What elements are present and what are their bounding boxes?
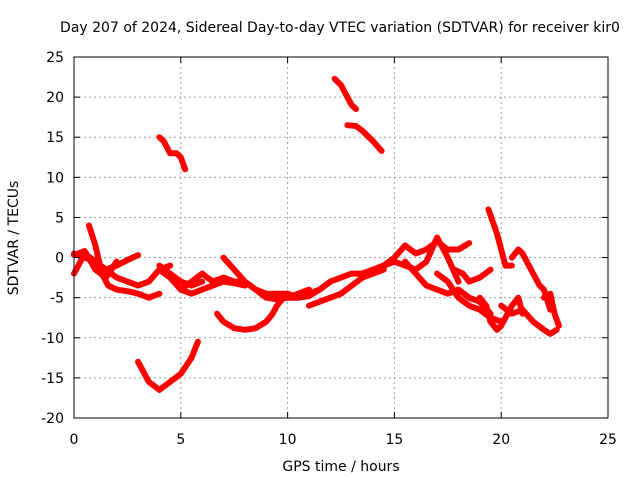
series-track-c: [86, 222, 163, 301]
series-track-z: [540, 290, 562, 329]
chart-title: Day 207 of 2024, Sidereal Day-to-day VTE…: [60, 20, 620, 36]
y-tick-label: 10: [46, 170, 64, 186]
x-tick-label: 10: [279, 432, 297, 448]
series-track-x: [476, 294, 526, 333]
series-track-f: [156, 262, 206, 289]
series-track-s: [402, 258, 494, 317]
series-track-r: [380, 234, 462, 285]
y-tick-label: -15: [41, 371, 64, 387]
plot-frame: [73, 56, 609, 419]
x-axis-label: GPS time / hours: [282, 459, 399, 475]
series-track-w: [508, 246, 554, 313]
series-track-h: [135, 338, 201, 393]
x-tick-label: 20: [492, 432, 510, 448]
series-track-g: [156, 134, 189, 173]
x-tick-label: 5: [176, 432, 185, 448]
series-track-u: [451, 266, 494, 285]
series-track-o: [331, 75, 359, 113]
data-traces: [71, 75, 562, 393]
series-track-y: [498, 302, 560, 337]
y-tick-label: 0: [55, 251, 64, 267]
series-track-k: [214, 290, 291, 333]
grid-lines: [74, 57, 608, 418]
y-tick-label: 25: [46, 50, 64, 66]
y-axis-ticks: -20 -15 -10 -5 0 5 10 15 20 25: [41, 50, 608, 427]
y-axis-label: SDTVAR / TECUs: [6, 181, 22, 296]
y-tick-label: -10: [41, 331, 64, 347]
y-tick-label: -5: [50, 291, 64, 307]
x-tick-label: 25: [599, 432, 617, 448]
y-tick-label: -20: [41, 411, 64, 427]
x-tick-label: 0: [70, 432, 79, 448]
series-track-p: [344, 122, 385, 154]
y-tick-label: 15: [46, 130, 64, 146]
y-tick-label: 5: [55, 210, 64, 226]
x-tick-label: 15: [385, 432, 403, 448]
series-track-d: [71, 250, 174, 289]
series-track-v: [485, 206, 515, 269]
x-axis-ticks: 0 5 10 15 20 25: [70, 57, 617, 448]
y-tick-label: 20: [46, 90, 64, 106]
